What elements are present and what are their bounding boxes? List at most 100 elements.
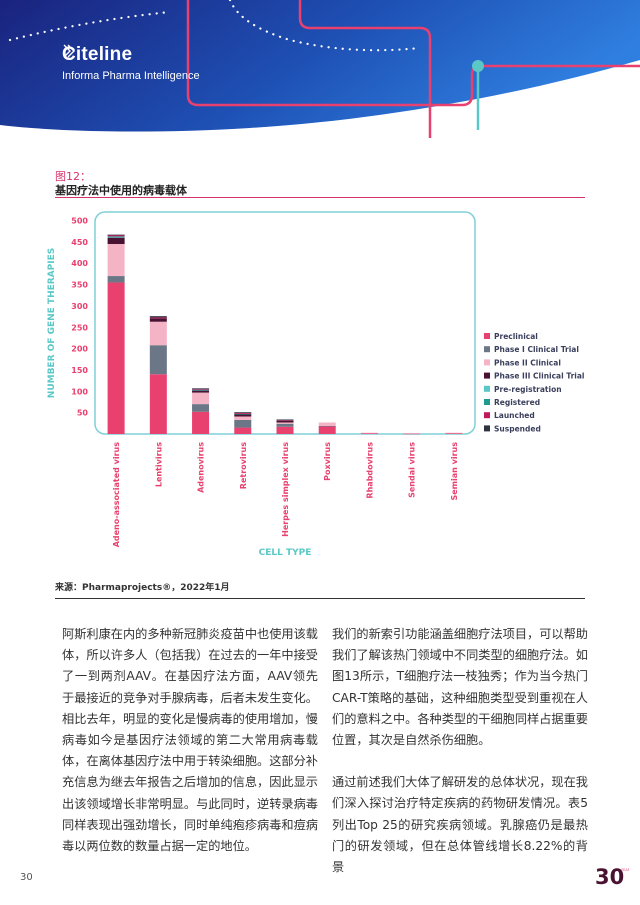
paragraph: 通过前述我们大体了解研发的总体状况，现在我们深入探讨治疗特定疾病的药物研发情况。… bbox=[332, 775, 588, 875]
bar-segment bbox=[318, 422, 336, 426]
legend-label: Suspended bbox=[494, 424, 541, 433]
bar-segment bbox=[445, 433, 463, 434]
bar-segment bbox=[107, 282, 125, 434]
source-divider bbox=[55, 598, 585, 599]
bar-segment bbox=[445, 432, 463, 434]
bar-segment bbox=[234, 414, 252, 417]
bar-segment bbox=[360, 432, 378, 434]
y-tick-label: 350 bbox=[71, 281, 88, 290]
y-tick-label: 200 bbox=[71, 345, 88, 354]
bar-segment bbox=[234, 416, 252, 420]
legend-swatch bbox=[484, 385, 490, 392]
bar-segment bbox=[107, 234, 125, 236]
bar-segment bbox=[360, 433, 378, 434]
bar-segment bbox=[107, 236, 125, 238]
bar-segment bbox=[234, 412, 252, 414]
paragraph: 我们的新索引功能涵盖细胞疗法项目，可以帮助我们了解该热门领域中不同类型的细胞疗法… bbox=[332, 627, 588, 748]
y-tick-label: 450 bbox=[71, 238, 88, 247]
figure-label: 图12： bbox=[55, 170, 91, 183]
y-tick-label: 400 bbox=[71, 259, 88, 268]
bar-segment bbox=[192, 388, 210, 389]
legend-swatch bbox=[484, 412, 490, 419]
legend-swatch bbox=[484, 333, 490, 339]
legend-swatch bbox=[484, 359, 490, 366]
chevron-right-icon bbox=[63, 44, 75, 58]
stacked-bar-chart: 50 100 150 200 250 300 350 400 450 500 NUMBER OF G… bbox=[47, 211, 584, 558]
bar-segment bbox=[107, 237, 125, 245]
body-column-right: 我们的新索引功能涵盖细胞疗法项目，可以帮助我们了解该热门领域中不同类型的细胞疗法… bbox=[332, 624, 588, 899]
legend-swatch bbox=[484, 346, 490, 353]
y-axis-label: NUMBER OF GENE THERAPIES bbox=[47, 248, 57, 398]
bar-segment bbox=[276, 420, 294, 423]
y-tick-label: 100 bbox=[71, 387, 88, 396]
y-tick-label: 300 bbox=[71, 302, 88, 311]
bar-segment bbox=[149, 374, 167, 434]
bar-segment bbox=[192, 411, 210, 434]
bar-segment bbox=[276, 419, 294, 421]
bar-segment bbox=[234, 413, 252, 414]
bar-segment bbox=[192, 388, 210, 390]
bar-segment bbox=[403, 433, 421, 434]
bar-segment bbox=[234, 413, 252, 415]
legend-swatch bbox=[484, 425, 490, 432]
page-number: 30 bbox=[20, 872, 33, 883]
legend-label: Phase II Clinical bbox=[494, 358, 561, 367]
x-tick-label: Adenovirus bbox=[197, 442, 206, 493]
x-tick-label: Semian virus bbox=[450, 442, 459, 501]
bar-segment bbox=[276, 420, 294, 421]
bar-segment bbox=[276, 422, 294, 424]
bar-segment bbox=[234, 427, 252, 434]
x-axis-label: CELL TYPE bbox=[259, 548, 312, 558]
legend-swatch bbox=[484, 372, 490, 379]
x-tick-label: Poxvirus bbox=[323, 442, 332, 481]
legend-label: Launched bbox=[494, 411, 535, 420]
bar-segment bbox=[107, 236, 125, 237]
legend-label: Preclinical bbox=[494, 332, 538, 341]
anniversary-logo: 30 YEARS bbox=[595, 864, 633, 892]
bar-segment bbox=[149, 316, 167, 318]
bar-segment bbox=[192, 390, 210, 393]
x-tick-label: Sendai virus bbox=[408, 442, 417, 498]
chart-container: 50 100 150 200 250 300 350 400 450 500 NUMBER OF G… bbox=[40, 200, 600, 575]
x-tick-label: Lentivirus bbox=[154, 442, 163, 487]
legend-label: Registered bbox=[494, 398, 540, 407]
bar-segment bbox=[107, 235, 125, 237]
header-banner bbox=[0, 0, 640, 138]
logo-30-icon: 30 YEARS bbox=[595, 865, 633, 889]
brand: Citeline Informa Pharma Intelligence bbox=[62, 44, 200, 82]
bar-segment bbox=[149, 318, 167, 322]
bar-segment bbox=[403, 433, 421, 435]
figure-title: 基因疗法中使用的病毒载体 bbox=[55, 184, 187, 197]
legend-label: Phase I Clinical Trial bbox=[494, 345, 579, 354]
brand-name: Citeline bbox=[62, 44, 133, 65]
legend-label: Phase III Clinical Trial bbox=[494, 372, 584, 381]
bar-segment bbox=[318, 426, 336, 434]
page-header: Citeline Informa Pharma Intelligence bbox=[0, 0, 640, 138]
bar-segment bbox=[149, 317, 167, 319]
bar-segment bbox=[192, 390, 210, 391]
bar-segment bbox=[192, 404, 210, 412]
y-tick-label: 150 bbox=[71, 366, 88, 375]
bar-segment bbox=[192, 389, 210, 391]
bar-segment bbox=[276, 426, 294, 434]
bar-segment bbox=[276, 423, 294, 427]
svg-text:YEARS: YEARS bbox=[621, 868, 629, 872]
figure-divider bbox=[55, 197, 585, 198]
x-tick-label: Herpes simplex virus bbox=[281, 442, 290, 537]
bar-segment bbox=[107, 244, 125, 277]
y-tick-label: 500 bbox=[71, 217, 88, 226]
bar-segment bbox=[192, 392, 210, 405]
legend-label: Pre-registration bbox=[494, 385, 562, 394]
legend-swatch bbox=[484, 399, 490, 405]
x-tick-label: Adeno-associated virus bbox=[112, 442, 121, 548]
bar-segment bbox=[107, 276, 125, 283]
y-tick-label: 250 bbox=[71, 323, 88, 332]
body-column-left: 阿斯利康在内的多种新冠肺炎疫苗中也使用该载体，所以许多人（包括我）在过去的一年中… bbox=[62, 624, 318, 878]
bar-segment bbox=[318, 425, 336, 427]
brand-tagline: Informa Pharma Intelligence bbox=[62, 70, 200, 82]
y-tick-label: 50 bbox=[77, 409, 89, 418]
x-tick-label: Retrovirus bbox=[239, 442, 248, 489]
figure-source: 来源：Pharmaprojects®，2022年1月 bbox=[55, 583, 230, 593]
bar-segment bbox=[234, 419, 252, 428]
svg-text:30: 30 bbox=[595, 865, 624, 888]
